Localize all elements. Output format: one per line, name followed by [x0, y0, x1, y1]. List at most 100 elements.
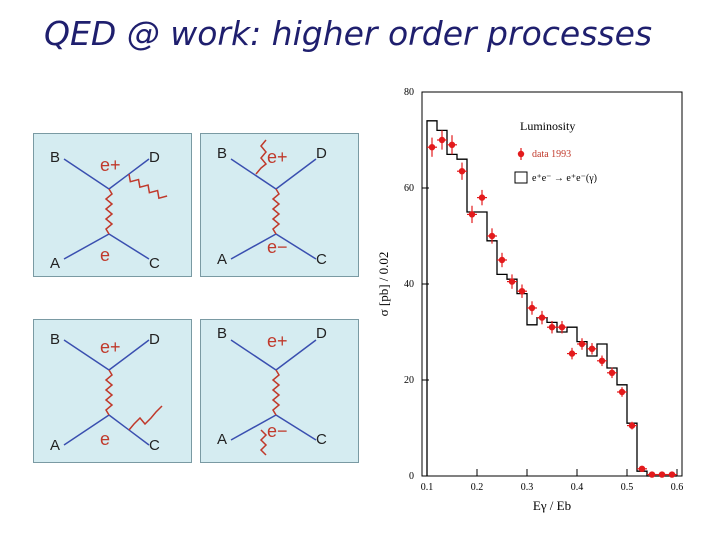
legend-data-marker — [517, 150, 525, 158]
data-point-2 — [447, 135, 457, 155]
data-point-1 — [437, 130, 447, 150]
data-point-5 — [477, 189, 487, 206]
diagram-1-label-c: C — [149, 255, 160, 272]
diagram-2-label-top: e+ — [267, 147, 288, 167]
data-point-21 — [637, 465, 647, 472]
feynman-diagram-grid: B D A C e+ e B D A C e+ e− B D — [33, 133, 359, 464]
data-point-13 — [557, 320, 567, 334]
diagram-3-label-b: B — [50, 331, 61, 348]
data-marker-1 — [438, 136, 446, 144]
data-point-4 — [467, 205, 477, 224]
data-point-10 — [527, 301, 537, 315]
data-marker-11 — [538, 314, 546, 321]
data-point-24 — [667, 471, 677, 478]
diagram-4-label-b: B — [217, 325, 228, 342]
data-marker-13 — [558, 324, 566, 331]
diagram-3-label-d: D — [149, 331, 160, 348]
luminosity-chart: 0.1 0.2 0.3 0.4 0.5 0.6 0 20 40 60 80 Luminosity dat… — [376, 87, 684, 513]
data-point-19 — [617, 387, 627, 397]
x-tick-label-3: 0.4 — [571, 482, 584, 493]
diagram-3-label-top: e+ — [100, 337, 121, 357]
diagram-1-label-b: B — [50, 149, 61, 166]
x-tick-label-4: 0.5 — [621, 482, 634, 493]
data-marker-6 — [488, 232, 496, 240]
diagram-3-label-c: C — [149, 437, 160, 454]
data-point-22 — [647, 471, 657, 478]
feynman-diagram-3: B D A C e+ e — [33, 319, 192, 463]
y-tick-label-0: 0 — [409, 471, 414, 482]
y-tick-label-1: 20 — [404, 375, 414, 386]
x-tick-label-5: 0.6 — [671, 482, 684, 493]
data-point-23 — [657, 471, 667, 478]
data-marker-21 — [638, 465, 646, 472]
data-point-0 — [427, 137, 437, 157]
x-tick-label-2: 0.3 — [521, 482, 534, 493]
x-axis-label: Eγ / Eb — [533, 498, 571, 513]
diagram-3-label-a: A — [50, 437, 61, 454]
diagram-1-label-a: A — [50, 255, 61, 272]
diagram-4-label-bottom: e− — [267, 421, 288, 441]
data-marker-0 — [428, 144, 436, 151]
data-point-9 — [517, 284, 527, 298]
data-point-12 — [547, 320, 557, 334]
data-marker-19 — [618, 388, 626, 396]
diagram-2-label-d: D — [316, 145, 327, 162]
legend: data 1993 e⁺e⁻ → e⁺e⁻(γ) — [514, 148, 597, 184]
diagram-2-label-a: A — [217, 251, 228, 268]
feynman-diagram-1: B D A C e+ e — [33, 133, 192, 277]
data-marker-10 — [528, 304, 536, 312]
diagram-3-label-bottom: e — [100, 429, 111, 449]
diagram-1-lines — [63, 158, 168, 260]
data-marker-14 — [568, 350, 576, 357]
data-marker-3 — [458, 168, 466, 175]
mc-histogram — [426, 120, 677, 477]
diagram-4-label-c: C — [316, 431, 327, 448]
data-point-15 — [577, 338, 587, 350]
diagram-1-label-d: D — [149, 149, 160, 166]
diagram-4-label-d: D — [316, 325, 327, 342]
data-marker-12 — [548, 324, 556, 331]
data-point-11 — [537, 310, 547, 325]
data-marker-5 — [478, 194, 486, 201]
data-point-6 — [487, 228, 497, 244]
data-marker-16 — [588, 345, 596, 352]
data-marker-18 — [608, 369, 616, 376]
y-axis-label: σ [pb] / 0.02 — [376, 252, 391, 317]
diagram-3-lines — [63, 339, 163, 446]
data-marker-20 — [628, 422, 636, 429]
data-marker-8 — [508, 278, 516, 285]
x-tick-label-0: 0.1 — [421, 482, 434, 493]
data-point-7 — [497, 252, 507, 268]
diagram-2-label-b: B — [217, 145, 228, 162]
data-marker-22 — [648, 471, 656, 478]
feynman-diagram-2: B D A C e+ e− — [200, 133, 359, 277]
diagram-1-label-top: e+ — [100, 155, 121, 175]
diagram-2-lines — [230, 139, 317, 260]
diagram-4-label-a: A — [217, 431, 228, 448]
data-point-14 — [567, 347, 577, 360]
diagram-1-label-bottom: e — [100, 245, 111, 265]
data-point-16 — [587, 343, 597, 355]
data-marker-23 — [658, 471, 666, 478]
x-tick-label-1: 0.2 — [471, 482, 484, 493]
diagram-2-label-c: C — [316, 251, 327, 268]
data-marker-9 — [518, 288, 526, 295]
data-marker-15 — [578, 340, 586, 348]
data-point-18 — [607, 367, 617, 379]
diagram-4-lines — [230, 339, 317, 456]
data-marker-7 — [498, 256, 506, 264]
data-point-20 — [627, 421, 637, 430]
data-point-3 — [457, 162, 467, 180]
data-marker-4 — [468, 211, 476, 218]
data-marker-24 — [668, 471, 676, 478]
diagram-2-label-bottom: e− — [267, 237, 288, 257]
feynman-diagram-4: B D A C e+ e− — [200, 319, 359, 463]
data-point-8 — [507, 274, 517, 289]
y-tick-label-3: 60 — [404, 183, 414, 194]
legend-data-label: data 1993 — [532, 149, 571, 160]
chart-title: Luminosity — [520, 119, 575, 133]
data-marker-2 — [448, 141, 456, 148]
legend-mc-label: e⁺e⁻ → e⁺e⁻(γ) — [532, 173, 597, 184]
data-marker-17 — [598, 357, 606, 364]
y-tick-label-2: 40 — [404, 279, 414, 290]
